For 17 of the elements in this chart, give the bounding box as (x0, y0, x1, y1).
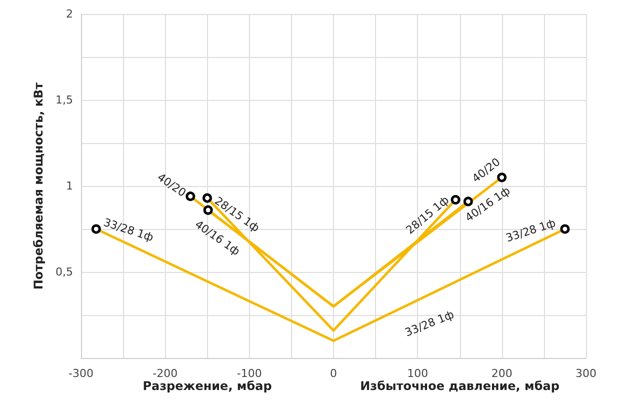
text: 33/28 1ф (102, 216, 155, 244)
x-tick-label: 300 (576, 367, 596, 380)
y-tick-label: 1 (66, 180, 73, 192)
y-tick-label: 2 (66, 8, 73, 20)
x-tick-label: 0 (330, 367, 337, 380)
text: 33/28 1ф (504, 216, 558, 245)
x-tick-label: 100 (407, 367, 428, 380)
x-tick-label: -300 (68, 367, 94, 380)
text: Избыточное давление, мбар (360, 379, 560, 393)
text: Разрежение, мбар (142, 379, 272, 393)
annotation: 33/28 1ф (403, 308, 456, 340)
y-axis-title: Потребляемая мощность, кВт (32, 82, 46, 290)
x-tick-label: -100 (236, 367, 262, 380)
x-tick-label: 200 (491, 367, 512, 380)
y-tick-label: 1,5 (56, 94, 73, 106)
x-tick-label: -200 (152, 367, 178, 380)
y-tick-label: 0,5 (56, 266, 73, 278)
